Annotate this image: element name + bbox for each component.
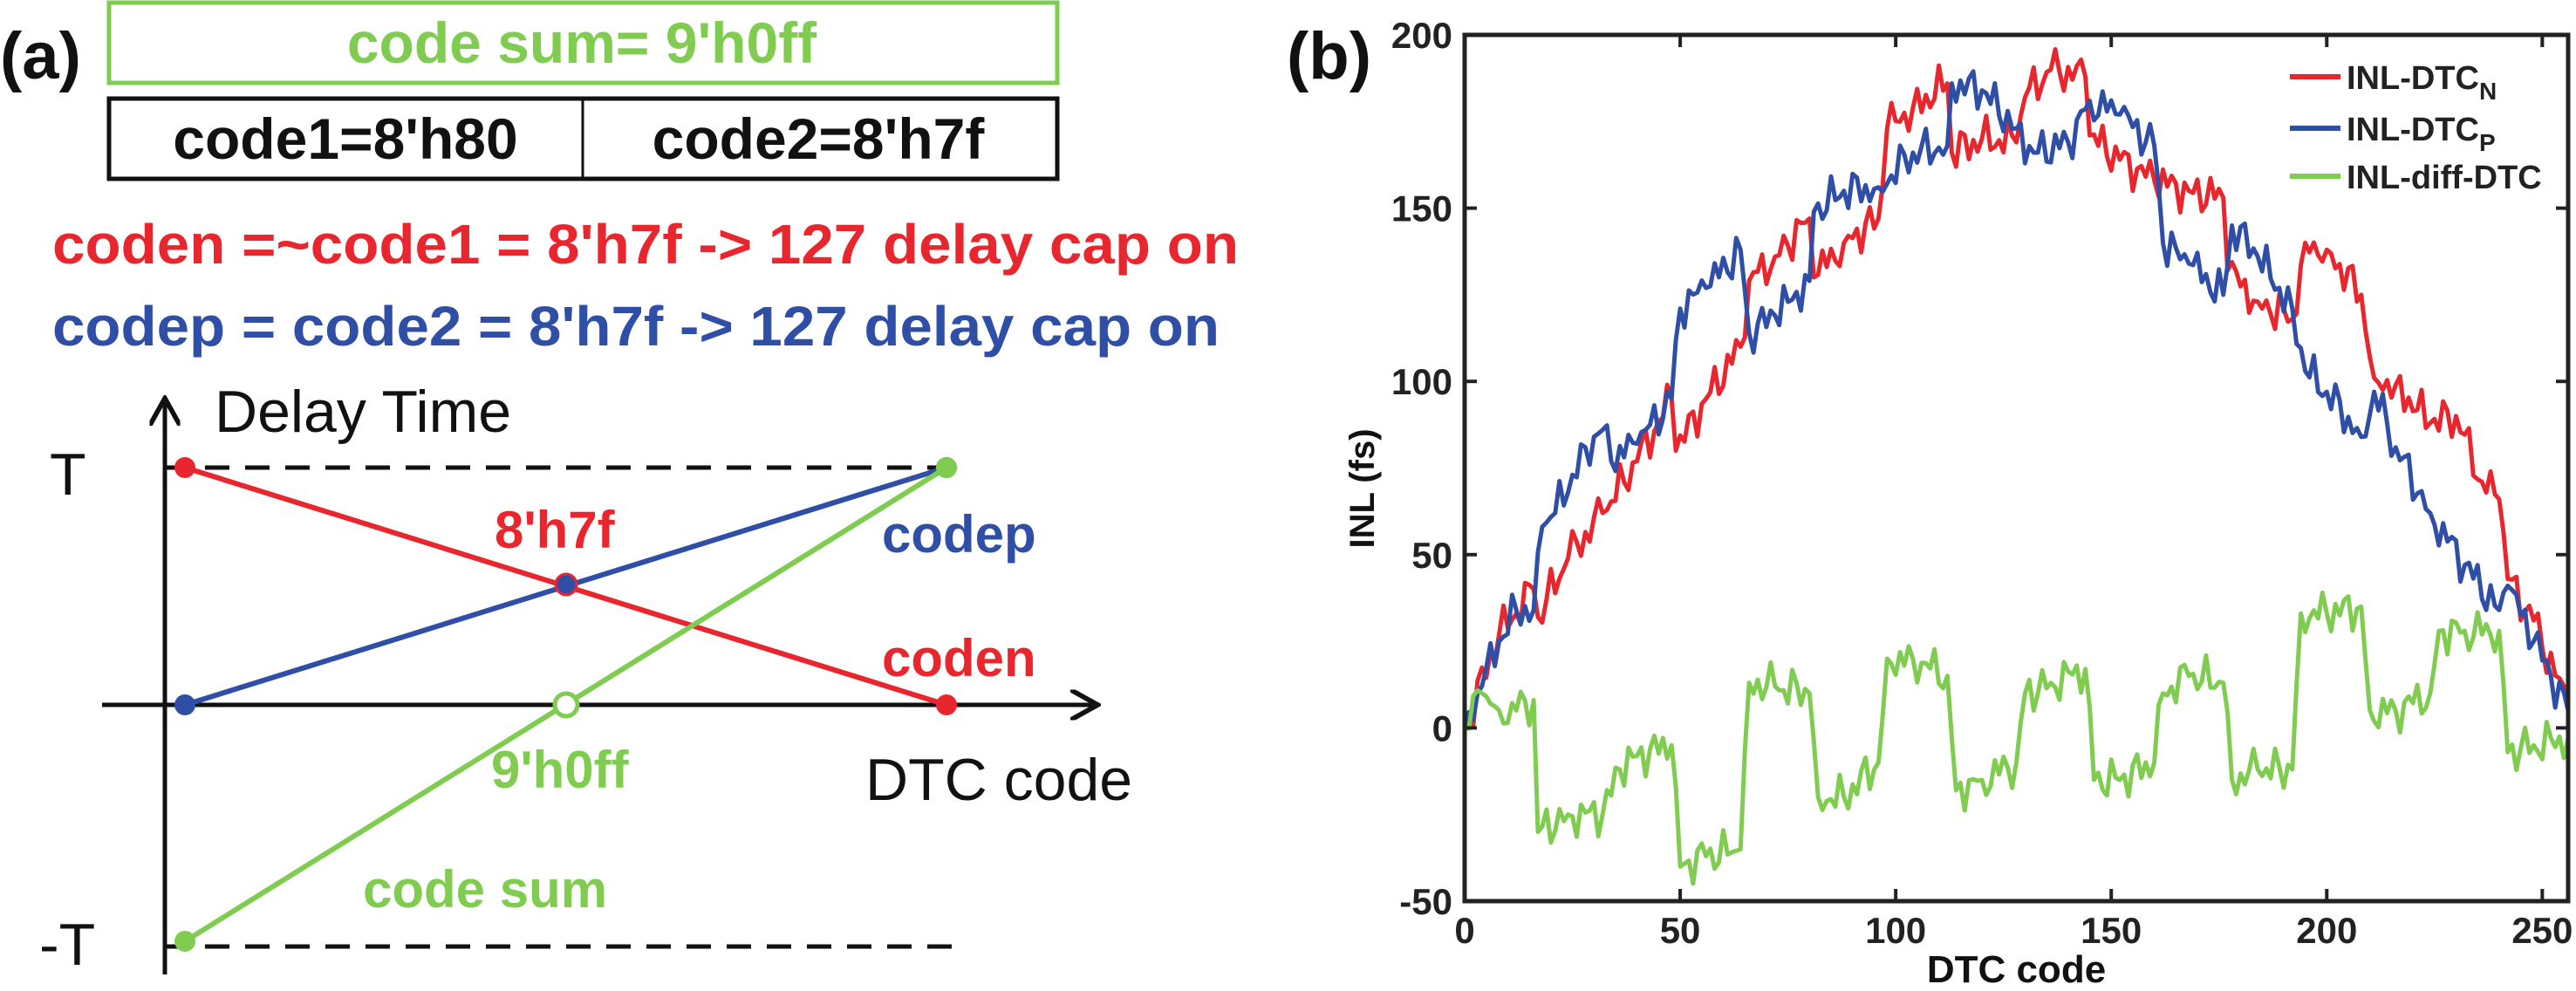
codep-start-point [174, 694, 195, 715]
codep-label: codep [882, 505, 1036, 564]
y-tick-label: 200 [1391, 15, 1452, 56]
y-tick-label: 100 [1391, 361, 1452, 402]
x-tick-label: 50 [1660, 910, 1701, 951]
zero-label: 9'h0ff [491, 741, 630, 799]
y-axis-label: Delay Time [215, 379, 511, 445]
chart-x-axis-label: DTC code [1927, 948, 2106, 991]
series-line-inl-diff-dtc [1464, 591, 2571, 886]
series-line-inl-dtcn [1462, 47, 2571, 729]
coden-end-point [936, 694, 957, 715]
zero-crossing-point [552, 691, 580, 719]
codep-equation: codep = code2 = 8'h7f -> 127 delay cap o… [52, 295, 1220, 358]
code-sum-box-text: code sum= 9'h0ff [347, 10, 817, 75]
cross-label: 8'h7f [495, 501, 616, 559]
y-tick-label: -50 [1399, 881, 1452, 922]
code-sum-end-point [936, 457, 957, 478]
code-sum-box [106, 0, 1060, 85]
legend-label-text: INL-DTC [2347, 112, 2479, 148]
legend-label: INL-diff-DTC [2347, 160, 2542, 196]
legend-label-text: INL-DTC [2347, 60, 2479, 97]
code2-text: code2=8'h7f [653, 106, 986, 171]
coden-equation: coden =~code1 = 8'h7f -> 127 delay cap o… [52, 213, 1239, 276]
y-tick-label: 150 [1391, 188, 1452, 229]
panel-a-label: (a) [0, 19, 81, 93]
y-tick-label: 50 [1411, 535, 1452, 576]
legend-label: INL-DTCP [2347, 112, 2496, 156]
legend-label-subscript: N [2479, 78, 2497, 105]
coden-label: coden [882, 629, 1036, 687]
x-tick-label: 150 [2081, 910, 2142, 951]
x-axis-label: DTC code [865, 747, 1132, 813]
plot-frame [1462, 32, 2571, 904]
code1-text: code1=8'h80 [173, 106, 517, 171]
legend-label-subscript: P [2479, 129, 2496, 156]
x-tick-label: 250 [2511, 910, 2573, 951]
delay-diagram: Delay Time DTC code T -T 8'h7f codep cod… [39, 379, 1132, 978]
cross-point [554, 572, 578, 597]
x-tick-label: 0 [1454, 910, 1474, 951]
panel-b-label: (b) [1287, 19, 1371, 93]
panel-a: (a) code sum= 9'h0ff code1=8'h80 code2=8… [0, 0, 1239, 978]
legend-label: INL-DTCN [2347, 60, 2497, 105]
series-line-inl-dtcp [1462, 69, 2571, 729]
y-tick-label: 0 [1432, 707, 1452, 748]
neg-t-label: -T [39, 912, 95, 978]
coden-start-point [174, 457, 195, 478]
code-sum-label: code sum [363, 860, 607, 919]
chart-y-axis-label: INL (fs) [1343, 428, 1382, 548]
code-sum-start-point [174, 931, 195, 952]
t-label: T [50, 441, 86, 508]
legend-label-text: INL-diff-DTC [2347, 160, 2542, 196]
x-tick-label: 100 [1865, 910, 1926, 951]
x-tick-label: 200 [2296, 910, 2357, 951]
